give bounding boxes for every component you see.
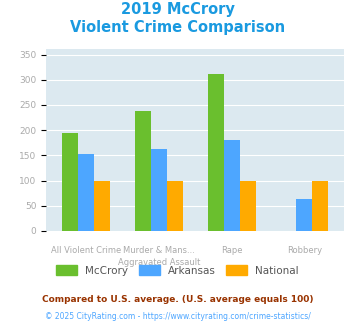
- Bar: [208, 74, 224, 231]
- Bar: [94, 181, 110, 231]
- Bar: [312, 181, 328, 231]
- Text: Murder & Mans...: Murder & Mans...: [123, 246, 195, 255]
- Text: Violent Crime Comparison: Violent Crime Comparison: [70, 20, 285, 35]
- Text: Aggravated Assault: Aggravated Assault: [118, 258, 200, 267]
- Text: Rape: Rape: [221, 246, 242, 255]
- Text: Robbery: Robbery: [287, 246, 322, 255]
- Bar: [78, 154, 94, 231]
- Bar: [224, 140, 240, 231]
- Text: 2019 McCrory: 2019 McCrory: [121, 2, 234, 16]
- Legend: McCrory, Arkansas, National: McCrory, Arkansas, National: [52, 261, 303, 280]
- Bar: [167, 181, 183, 231]
- Text: Compared to U.S. average. (U.S. average equals 100): Compared to U.S. average. (U.S. average …: [42, 295, 313, 304]
- Text: All Violent Crime: All Violent Crime: [51, 246, 121, 255]
- Bar: [62, 133, 78, 231]
- Bar: [151, 149, 167, 231]
- Bar: [240, 181, 256, 231]
- Text: © 2025 CityRating.com - https://www.cityrating.com/crime-statistics/: © 2025 CityRating.com - https://www.city…: [45, 312, 310, 321]
- Bar: [296, 199, 312, 231]
- Bar: [135, 111, 151, 231]
